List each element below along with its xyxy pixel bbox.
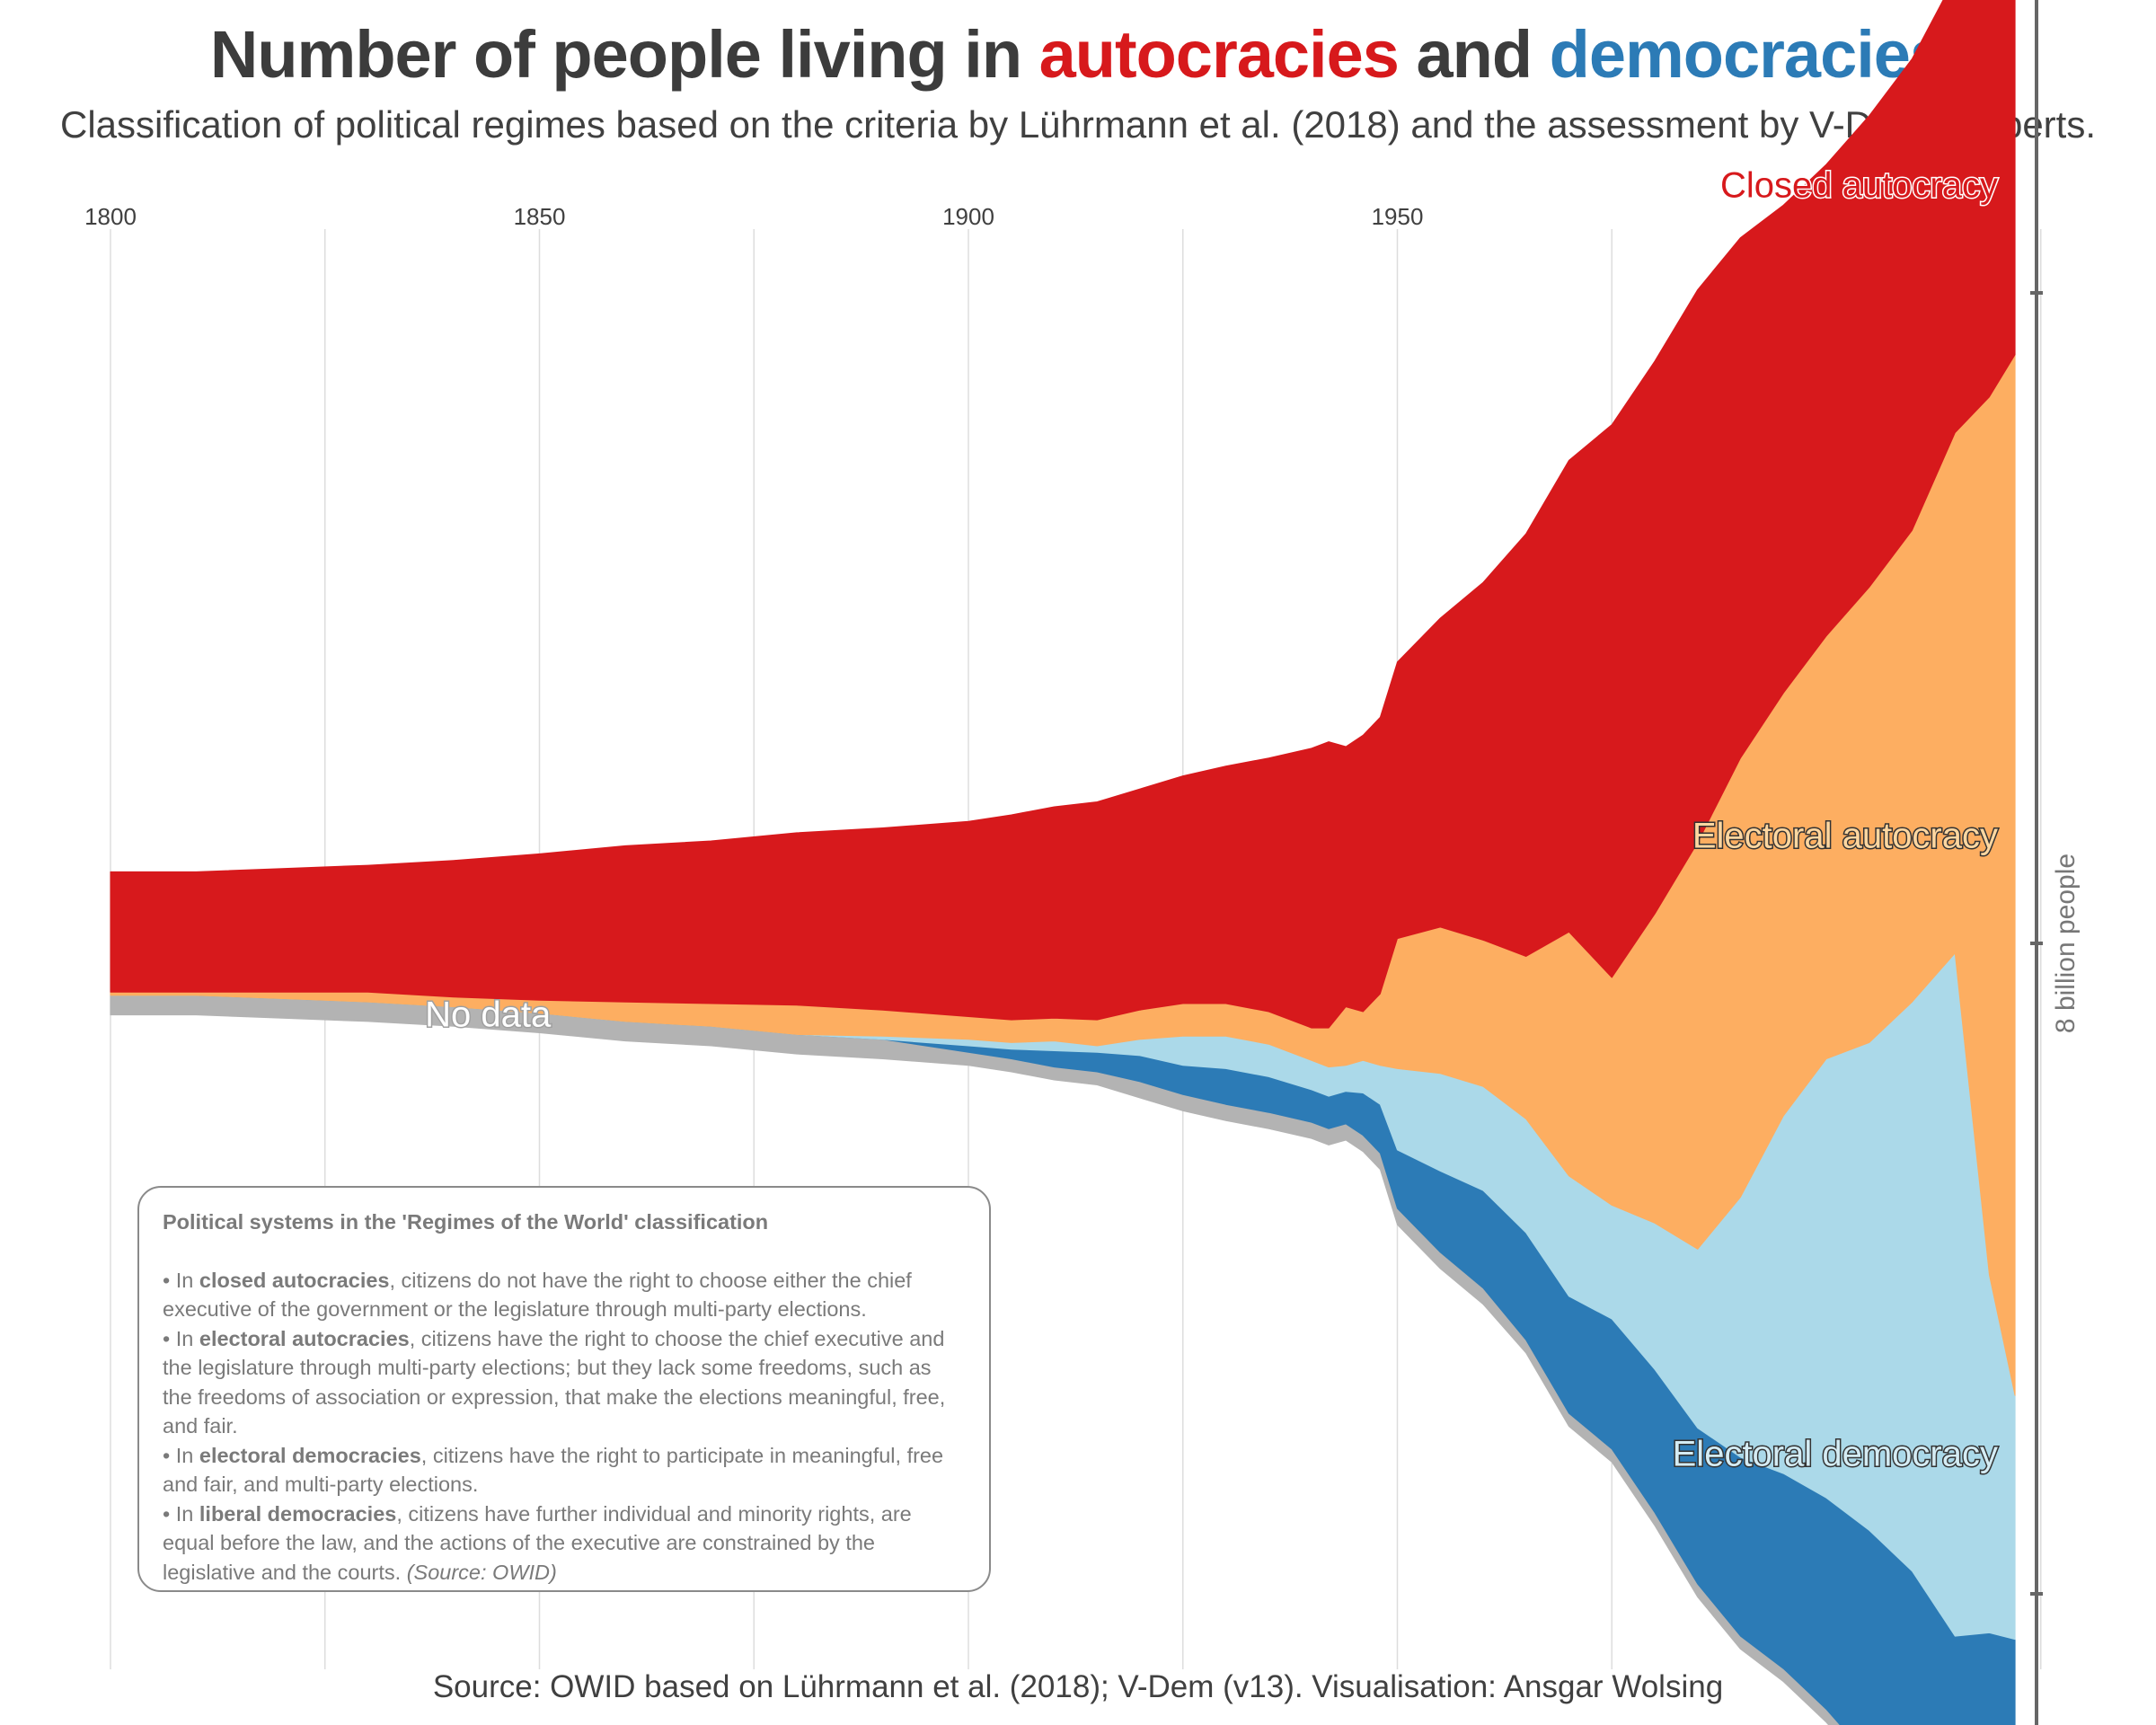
info-box: Political systems in the 'Regimes of the… xyxy=(137,1186,991,1592)
chart-subtitle: Classification of political regimes base… xyxy=(59,103,2096,146)
info-item-closed: • In closed autocracies, citizens do not… xyxy=(163,1268,912,1322)
label-electoral-autocracy: Electoral autocracy xyxy=(1692,817,1998,856)
info-box-source: (Source: OWID) xyxy=(406,1560,557,1584)
scale-bar-label: 8 billion people xyxy=(2051,854,2081,1033)
info-item-electoral-autocracy: • In electoral autocracies, citizens hav… xyxy=(163,1326,946,1438)
x-axis-ticks: 18001850190019502000 xyxy=(84,203,1852,230)
x-tick-label: 1850 xyxy=(514,203,566,230)
title-prefix: Number of people living in xyxy=(209,17,1039,92)
x-tick-label: 1800 xyxy=(84,203,137,230)
chart-caption: Source: OWID based on Lührmann et al. (2… xyxy=(432,1669,1724,1704)
info-box-heading: Political systems in the 'Regimes of the… xyxy=(163,1210,769,1234)
title-democracies: democracies xyxy=(1549,17,1947,92)
label-closed-autocracy: Closed autocracy xyxy=(1720,166,1998,206)
area-closed-autocracy xyxy=(110,0,2016,1029)
label-electoral-democracy: Electoral democracy xyxy=(1673,1434,1998,1473)
scale-bar: 8 billion people xyxy=(2030,0,2081,1725)
info-item-electoral-democracy: • In electoral democracies, citizens hav… xyxy=(163,1443,944,1497)
series-labels: Closed autocracy Electoral autocracy Elect… xyxy=(424,164,2000,1475)
info-item-liberal-democracy: • In liberal democracies, citizens have … xyxy=(163,1501,912,1584)
title-mid: and xyxy=(1398,17,1550,92)
label-no-data: No data xyxy=(425,995,552,1035)
chart-title: Number of people living in autocracies a… xyxy=(0,16,2156,93)
x-tick-label: 1950 xyxy=(1372,203,1424,230)
stream-layers xyxy=(110,0,2016,1725)
x-tick-label: 1900 xyxy=(942,203,994,230)
title-autocracies: autocracies xyxy=(1038,17,1400,92)
